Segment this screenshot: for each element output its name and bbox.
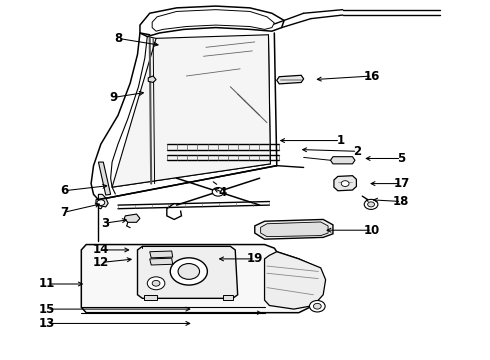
Text: 19: 19 <box>246 252 263 265</box>
Text: 18: 18 <box>393 195 410 208</box>
Text: 16: 16 <box>364 69 380 82</box>
Polygon shape <box>334 176 356 191</box>
Circle shape <box>368 202 374 207</box>
Text: 7: 7 <box>60 206 68 219</box>
Polygon shape <box>148 76 156 82</box>
Text: 15: 15 <box>39 303 55 316</box>
Polygon shape <box>81 244 323 313</box>
Text: 11: 11 <box>39 278 55 291</box>
Text: 9: 9 <box>109 91 117 104</box>
Polygon shape <box>96 198 108 207</box>
Circle shape <box>310 301 325 312</box>
Circle shape <box>212 188 224 196</box>
Polygon shape <box>277 75 304 84</box>
Circle shape <box>170 258 207 285</box>
Circle shape <box>178 264 199 279</box>
Polygon shape <box>138 246 238 298</box>
Text: 8: 8 <box>114 32 122 45</box>
Circle shape <box>314 303 321 309</box>
Polygon shape <box>331 157 355 164</box>
Circle shape <box>97 200 105 206</box>
Circle shape <box>341 181 349 186</box>
Polygon shape <box>255 220 333 239</box>
Text: 14: 14 <box>93 243 109 256</box>
Text: 5: 5 <box>397 152 406 165</box>
Text: 17: 17 <box>393 177 410 190</box>
Polygon shape <box>98 162 111 195</box>
Circle shape <box>364 199 378 210</box>
Polygon shape <box>261 222 328 237</box>
Polygon shape <box>265 252 326 309</box>
Polygon shape <box>124 214 140 222</box>
Polygon shape <box>144 295 157 300</box>
Polygon shape <box>150 251 172 258</box>
Polygon shape <box>223 295 233 300</box>
Text: 4: 4 <box>219 186 227 199</box>
Text: 6: 6 <box>60 184 68 197</box>
Text: 3: 3 <box>102 216 110 230</box>
Polygon shape <box>98 194 106 201</box>
Text: 12: 12 <box>93 256 109 269</box>
Polygon shape <box>112 35 270 187</box>
Polygon shape <box>150 258 172 265</box>
Text: 2: 2 <box>353 145 362 158</box>
Text: 10: 10 <box>364 224 380 237</box>
Circle shape <box>152 280 160 286</box>
Circle shape <box>147 277 165 290</box>
Text: 1: 1 <box>336 134 344 147</box>
Text: 13: 13 <box>39 317 55 330</box>
